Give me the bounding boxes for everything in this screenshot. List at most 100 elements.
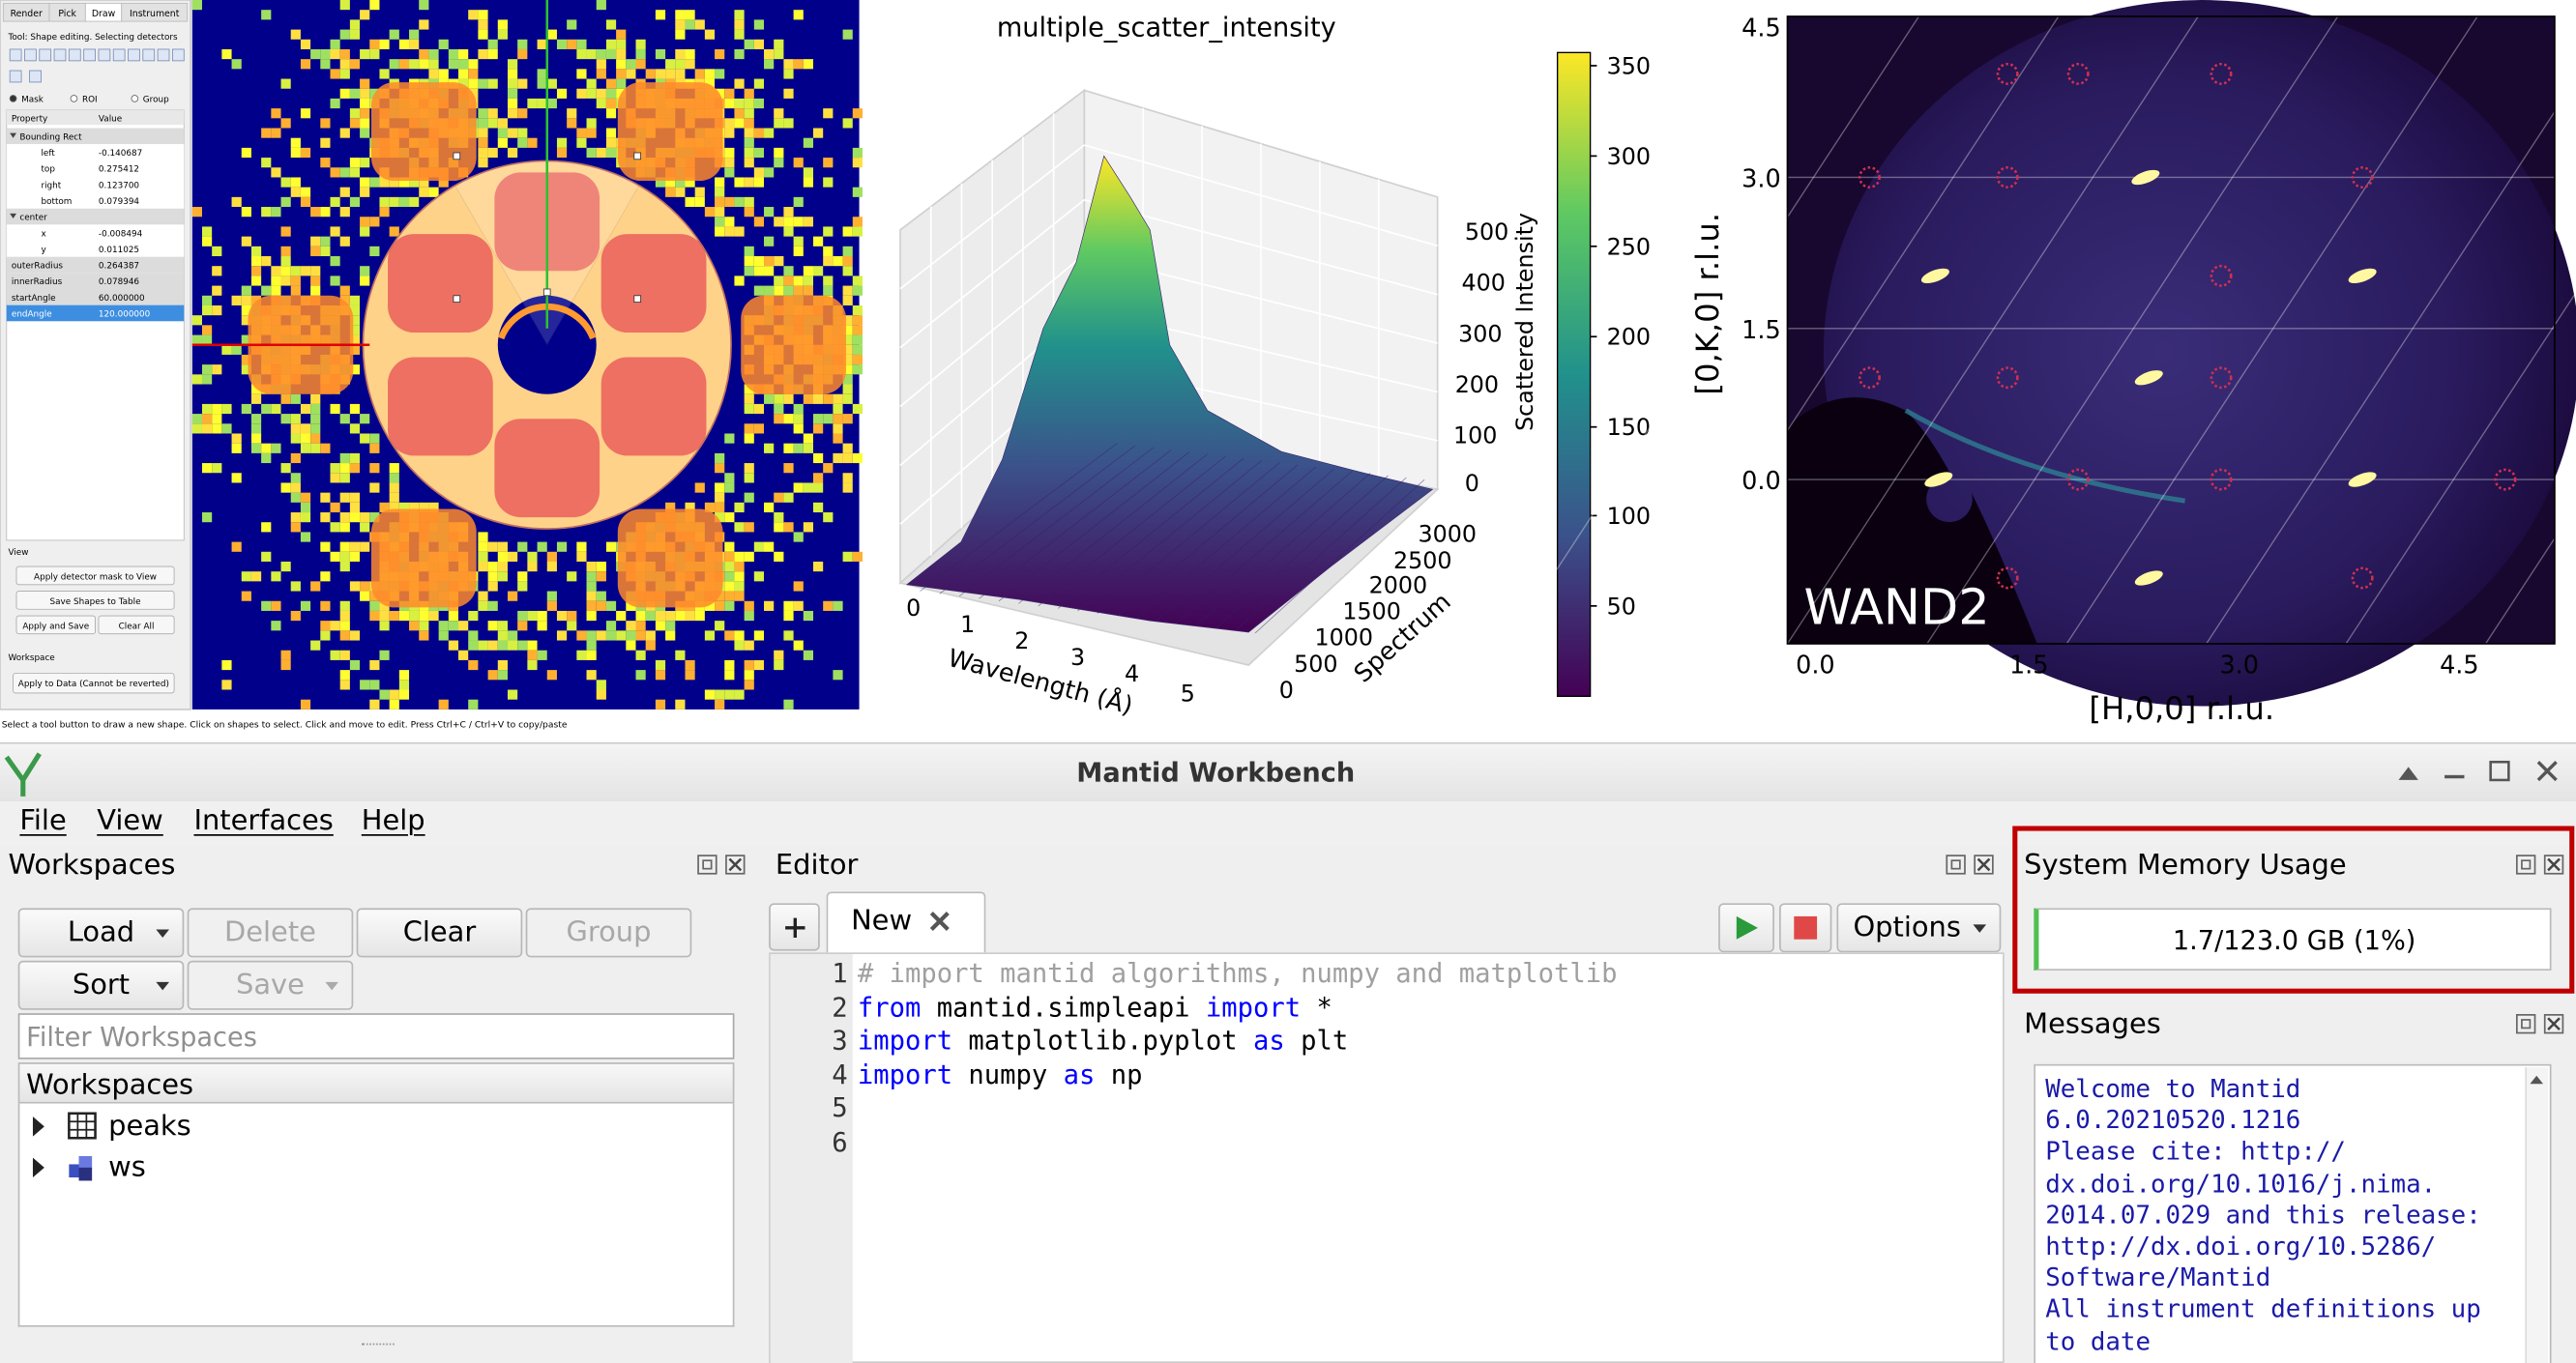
detector-pixel — [537, 39, 547, 49]
detector-pixel — [261, 256, 272, 267]
detector-pixel — [419, 502, 429, 513]
editor-tab[interactable] — [826, 891, 986, 955]
detector-pixel — [527, 640, 538, 651]
plus-icon — [784, 916, 805, 938]
options-button[interactable]: Options — [1836, 903, 2002, 953]
editor-tab-label[interactable]: New — [851, 905, 913, 939]
tree-item[interactable]: peaks — [108, 1110, 191, 1144]
detector-pixel — [280, 78, 291, 89]
y-tick-label: 3.0 — [1742, 165, 1781, 194]
detector-pixel — [241, 591, 251, 601]
detector-pixel — [320, 621, 331, 631]
row-label: left — [41, 149, 55, 159]
detector-pixel — [201, 236, 213, 246]
detector-pixel — [675, 69, 686, 79]
detector-pixel — [231, 443, 242, 453]
minimize — [2444, 774, 2465, 779]
detector-pixel — [320, 59, 331, 70]
detector-pixel — [330, 621, 340, 631]
surface-ridge — [1018, 453, 1209, 604]
colorbar-tick-label: 50 — [1607, 593, 1636, 620]
detector-pixel — [241, 571, 251, 582]
z-tick-label: 100 — [1453, 422, 1497, 450]
app-logo — [4, 752, 42, 797]
detector-pixel — [852, 276, 863, 286]
detector-pixel — [271, 403, 281, 415]
detector-pixel — [665, 187, 676, 197]
detector-pixel — [734, 226, 745, 237]
tree-item[interactable]: ws — [108, 1150, 146, 1184]
detector-pixel — [310, 276, 321, 286]
detector-pixel — [339, 600, 350, 611]
table-row — [6, 128, 185, 145]
y-tick-label: 0.0 — [1742, 467, 1781, 496]
detector-bank — [388, 357, 493, 456]
detector-pixel — [852, 226, 863, 237]
detector-pixel — [310, 393, 321, 404]
detector-pixel — [734, 29, 745, 40]
detector-pixel — [645, 610, 656, 622]
workspace-button[interactable]: Sort — [17, 960, 185, 1010]
detector-pixel — [360, 118, 370, 129]
detector-pixel — [527, 98, 538, 109]
surface-ridge — [958, 447, 1154, 597]
detector-pixel — [655, 621, 666, 631]
detector-pixel — [537, 98, 547, 109]
detector-pixel — [478, 640, 488, 651]
new-tab-button[interactable] — [769, 903, 820, 951]
x-tick-label: 1 — [960, 611, 975, 638]
detector-pixel — [793, 423, 804, 434]
detector-pixel — [803, 217, 813, 227]
dropdown-arrow — [1973, 924, 1987, 933]
detector-pixel — [507, 108, 518, 119]
menu-item[interactable]: Help — [361, 804, 425, 838]
window-title: Mantid Workbench — [1076, 757, 1356, 789]
surface-ridge — [1077, 460, 1263, 612]
tool-icon — [142, 48, 156, 62]
detector-pixel — [616, 78, 627, 89]
status-text: Select a tool button to draw a new shape… — [2, 720, 568, 731]
detector-pixel — [360, 108, 370, 119]
detector-pixel — [339, 680, 350, 690]
detector-pixel — [744, 522, 754, 533]
detector-pixel — [261, 452, 272, 464]
detector-pixel — [330, 48, 340, 60]
detector-pixel — [812, 473, 824, 483]
detector-pixel — [724, 147, 735, 159]
detector-pixel — [261, 600, 272, 611]
workspace-button[interactable]: Load — [17, 908, 185, 958]
detector-pixel — [704, 600, 716, 611]
menu-item[interactable]: Interfaces — [193, 804, 334, 838]
detector-pixel — [339, 88, 350, 99]
detector-pixel — [290, 522, 301, 533]
detector-pixel — [793, 236, 804, 246]
detector-pixel — [478, 591, 488, 601]
detector-pixel — [507, 78, 518, 89]
detector-pixel — [567, 108, 577, 119]
panel-title: Messages — [2024, 1008, 2161, 1042]
detector-pixel — [685, 196, 695, 208]
run-button[interactable] — [1718, 903, 1774, 953]
filter-input[interactable]: Filter Workspaces — [17, 1013, 735, 1059]
detector-pixel — [576, 69, 587, 79]
abort-button[interactable] — [1778, 903, 1832, 953]
highlight-box — [2012, 826, 2575, 994]
detector-pixel — [428, 610, 439, 622]
detector-pixel — [241, 236, 251, 246]
detector-pixel — [715, 69, 725, 79]
row-label: y — [41, 246, 45, 255]
workspace-button[interactable]: Clear — [356, 908, 523, 958]
z-tick-label: 300 — [1458, 320, 1502, 347]
detector-pixel — [497, 659, 508, 671]
x-tick-label: 3 — [1070, 644, 1085, 671]
menu-item[interactable]: File — [19, 804, 67, 838]
detector-pixel — [330, 403, 340, 415]
menu-item[interactable]: View — [97, 804, 163, 838]
detector-pixel — [793, 217, 804, 227]
workspace-icon — [78, 1155, 93, 1170]
detector-pixel — [556, 147, 568, 159]
detector-pixel — [349, 502, 361, 513]
detector-pixel — [428, 187, 439, 197]
detector-pixel — [744, 473, 754, 483]
colorbar-tick-label: 200 — [1607, 324, 1651, 351]
